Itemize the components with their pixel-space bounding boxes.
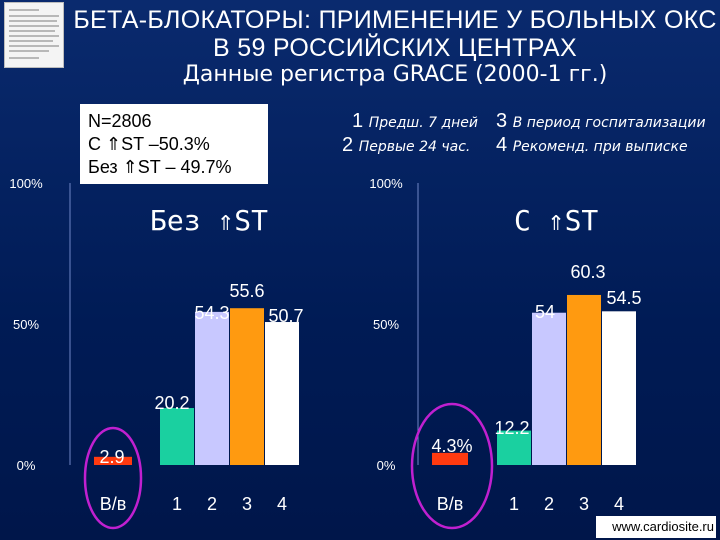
data-label-right-1: 12.2 [494, 418, 529, 438]
highlight-circle-left [83, 426, 143, 530]
x-tick-label-left-0: В/в [100, 494, 127, 514]
y-tick-label-right: 50% [373, 317, 399, 332]
bar-left-0 [94, 456, 132, 465]
summary-without-st: Без ⇑ST – 49.7% [88, 157, 232, 177]
x-tick-label-right-1: 1 [509, 494, 519, 514]
legend-item-2: 2 Первые 24 час. [342, 134, 471, 156]
legend-item-3: 3 В период госпитализации [496, 110, 706, 132]
x-tick-label-right-4: 4 [614, 494, 624, 514]
footer-url: www.cardiosite.ru [596, 516, 716, 538]
x-tick-label-left-1: 1 [172, 494, 182, 514]
document-thumbnail [4, 2, 64, 68]
x-tick-label-left-4: 4 [277, 494, 287, 514]
slide-subtitle: Данные регистра GRACE (2000-1 гг.) [182, 62, 608, 87]
data-label-right-3: 60.3 [570, 262, 605, 282]
y-tick-label-right: 100% [369, 176, 403, 191]
data-label-left-1: 20.2 [154, 393, 189, 413]
legend-item-4: 4 Рекоменд. при выписке [496, 134, 688, 156]
bar-right-4 [602, 311, 636, 465]
y-tick-label-left: 0% [17, 458, 36, 473]
data-label-left-0: 2.9 [99, 447, 124, 467]
data-label-right-2: 54 [535, 302, 555, 322]
bar-right-3 [567, 294, 601, 465]
bar-left-2 [195, 311, 229, 465]
x-tick-label-left-3: 3 [242, 494, 252, 514]
bar-right-1 [497, 430, 531, 465]
bar-left-1 [160, 408, 194, 465]
summary-box: N=2806 С ⇑ST –50.3% Без ⇑ST – 49.7% [80, 104, 268, 184]
x-tick-label-left-2: 2 [207, 494, 217, 514]
summary-n: N=2806 [88, 111, 152, 131]
x-tick-label-right-3: 3 [579, 494, 589, 514]
y-tick-label-right: 0% [377, 458, 396, 473]
x-tick-label-right-0: В/в [437, 494, 464, 514]
bar-right-2 [532, 312, 566, 465]
bar-left-4 [265, 322, 299, 465]
y-tick-label-left: 50% [13, 317, 39, 332]
data-label-right-0: 4.3% [431, 436, 472, 456]
data-label-right-4: 54.5 [606, 288, 641, 308]
data-label-left-2: 54.3 [194, 303, 229, 323]
panel-title-left: Без ⇑ST [150, 204, 269, 237]
bar-right-0 [432, 452, 468, 465]
data-label-left-3: 55.6 [229, 281, 264, 301]
data-label-left-4: 50.7 [268, 306, 303, 326]
x-tick-label-right-2: 2 [544, 494, 554, 514]
slide-title: БЕТА-БЛОКАТОРЫ: ПРИМЕНЕНИЕ У БОЛЬНЫХ ОКС… [73, 6, 717, 62]
bar-left-3 [230, 308, 264, 465]
legend-item-1: 1 Предш. 7 дней [352, 110, 479, 132]
panel-title-right: С ⇑ST [514, 204, 599, 237]
highlight-circle-right [410, 402, 494, 530]
summary-with-st: С ⇑ST –50.3% [88, 134, 210, 154]
y-tick-label-left: 100% [9, 176, 43, 191]
